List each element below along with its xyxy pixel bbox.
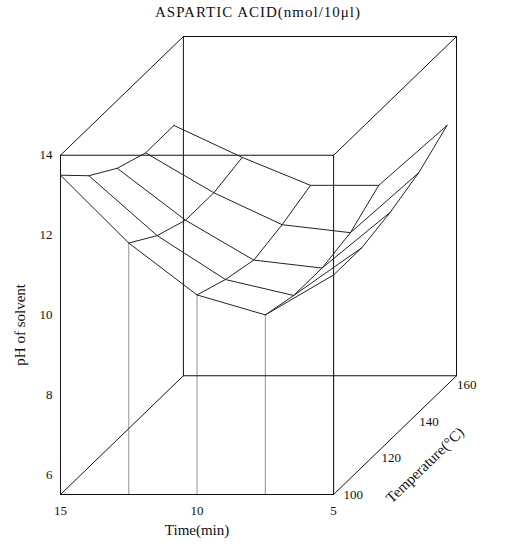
svg-text:Time(min): Time(min) [165,522,229,539]
svg-text:6: 6 [46,467,53,482]
svg-text:100: 100 [344,487,364,502]
svg-text:140: 140 [419,414,439,429]
svg-text:8: 8 [46,387,53,402]
svg-text:120: 120 [381,450,401,465]
svg-text:14: 14 [40,147,54,162]
html-text:ASPARTIC ACID(nmol/10μl): ASPARTIC ACID(nmol/10μl) [155,4,361,20]
svg-text:12: 12 [40,227,53,242]
svg-text:15: 15 [54,503,67,518]
svg-text:Temperature(°C): Temperature(°C) [383,424,468,507]
svg-text:10: 10 [40,307,53,322]
svg-text:10: 10 [191,503,204,518]
svg-text:pH of solvent: pH of solvent [12,283,28,365]
svg-text:160: 160 [457,377,477,392]
svg-text:5: 5 [330,503,337,518]
